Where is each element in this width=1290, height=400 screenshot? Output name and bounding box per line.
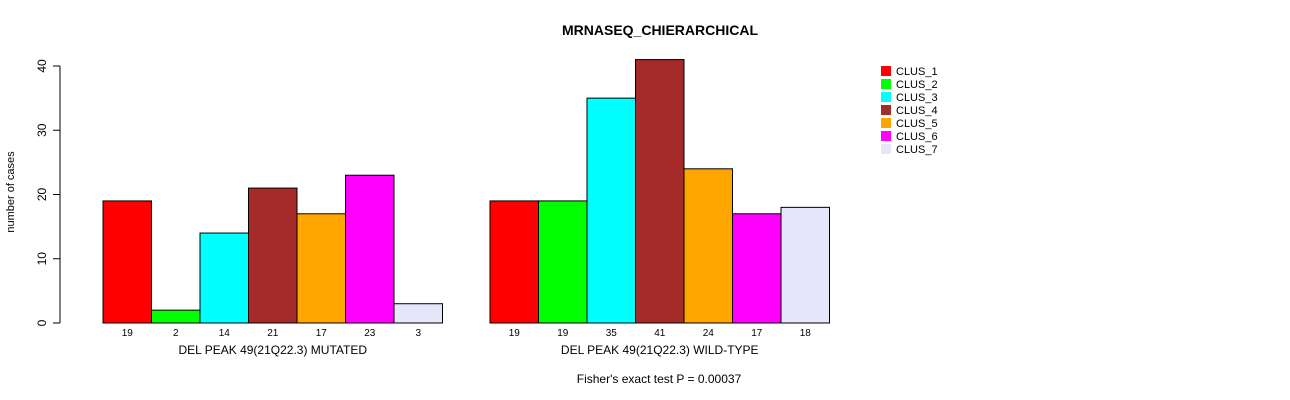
bar-count-label: 19 bbox=[122, 328, 134, 339]
bar-clus-3 bbox=[199, 232, 249, 324]
y-tick-label: 40 bbox=[35, 59, 49, 73]
legend-label: CLUS_5 bbox=[896, 118, 938, 130]
bar-count-label: 17 bbox=[316, 328, 328, 339]
legend-label: CLUS_7 bbox=[896, 144, 938, 156]
legend-label: CLUS_1 bbox=[896, 66, 938, 78]
fisher-test-footnote: Fisher's exact test P = 0.00037 bbox=[577, 372, 742, 386]
group-label: DEL PEAK 49(21Q22.3) WILD-TYPE bbox=[561, 343, 759, 357]
bar-count-label: 2 bbox=[173, 328, 179, 339]
legend-label: CLUS_4 bbox=[896, 105, 938, 117]
bar-clus-1 bbox=[489, 200, 539, 324]
bar-clus-2 bbox=[151, 309, 201, 324]
bar-clus-4 bbox=[635, 59, 685, 324]
bar-clus-5 bbox=[683, 168, 733, 324]
legend-swatch bbox=[881, 92, 891, 102]
bar-count-label: 41 bbox=[654, 328, 666, 339]
bar-clus-4 bbox=[248, 187, 298, 324]
legend: CLUS_1CLUS_2CLUS_3CLUS_4CLUS_5CLUS_6CLUS… bbox=[881, 66, 938, 156]
legend-swatch bbox=[881, 118, 891, 128]
legend-label: CLUS_2 bbox=[896, 79, 938, 91]
legend-label: CLUS_3 bbox=[896, 92, 938, 104]
legend-swatch bbox=[881, 144, 891, 154]
bar-count-label: 17 bbox=[751, 328, 763, 339]
bar-clus-3 bbox=[586, 97, 636, 324]
y-tick-label: 30 bbox=[35, 123, 49, 137]
bar-count-label: 19 bbox=[557, 328, 569, 339]
chart-title: MRNASEQ_CHIERARCHICAL bbox=[562, 22, 758, 38]
bar-clus-7 bbox=[780, 206, 830, 324]
legend-swatch bbox=[881, 131, 891, 141]
legend-swatch bbox=[881, 105, 891, 115]
legend-label: CLUS_6 bbox=[896, 131, 938, 143]
bar-count-label: 23 bbox=[364, 328, 376, 339]
y-tick-label: 20 bbox=[35, 188, 49, 202]
bars bbox=[102, 59, 830, 324]
legend-swatch bbox=[881, 79, 891, 89]
bar-count-label: 19 bbox=[509, 328, 521, 339]
bar-clus-6 bbox=[345, 174, 395, 324]
legend-swatch bbox=[881, 66, 891, 76]
bar-count-label: 18 bbox=[800, 328, 812, 339]
group-label: DEL PEAK 49(21Q22.3) MUTATED bbox=[178, 343, 367, 357]
bar-clus-1 bbox=[102, 200, 152, 324]
bar-count-label: 14 bbox=[219, 328, 231, 339]
bar-count-label: 35 bbox=[606, 328, 618, 339]
bar-clus-5 bbox=[296, 213, 346, 324]
y-tick-label: 10 bbox=[35, 252, 49, 266]
x-axis-labels: 19 2 14 21 17 23 3 DEL PEAK 49(21Q22.3) MUTATED… bbox=[122, 328, 812, 357]
bar-count-label: 3 bbox=[415, 328, 421, 339]
bar-count-label: 24 bbox=[703, 328, 715, 339]
bar-clus-7 bbox=[393, 303, 443, 324]
y-axis: 0 10 20 30 40 bbox=[35, 59, 61, 326]
y-axis-label: number of cases bbox=[5, 151, 17, 233]
bar-clus-2 bbox=[538, 200, 588, 324]
bar-count-label: 21 bbox=[267, 328, 279, 339]
bar-clus-6 bbox=[732, 213, 782, 324]
y-tick-label: 0 bbox=[35, 319, 49, 326]
